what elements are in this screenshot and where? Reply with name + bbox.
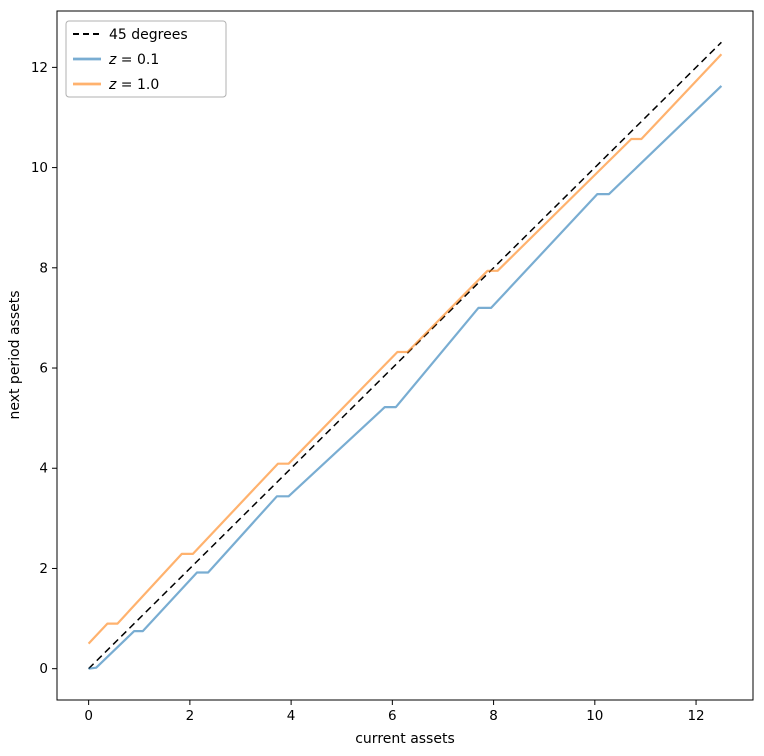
- y-tick-label: 0: [39, 661, 48, 677]
- series-line-45-degrees: [88, 41, 722, 670]
- x-tick-label: 8: [489, 708, 498, 724]
- legend-label: z = 0.1: [108, 52, 159, 68]
- x-axis-ticks: 0 2 4 6 8 10 12: [84, 700, 705, 724]
- y-tick-label: 8: [39, 260, 48, 276]
- x-tick-label: 4: [287, 708, 296, 724]
- y-tick-label: 4: [39, 461, 48, 477]
- y-tick-label: 6: [39, 361, 48, 377]
- y-axis-ticks: 0 2 4 6 8 10 12: [31, 60, 57, 677]
- x-axis-label: current assets: [355, 731, 455, 747]
- legend-box: [65, 20, 227, 98]
- x-tick-label: 2: [186, 708, 195, 724]
- series-line-z-1.0: [87, 53, 723, 645]
- x-tick-label: 0: [84, 708, 93, 724]
- legend: 45 degrees z = 0.1 z = 1.0: [65, 20, 227, 98]
- x-tick-label: 10: [586, 708, 603, 724]
- legend-label: z = 1.0: [108, 77, 159, 93]
- y-tick-label: 10: [31, 160, 48, 176]
- legend-label: 45 degrees: [109, 27, 188, 43]
- y-tick-label: 12: [31, 60, 48, 76]
- y-tick-label: 2: [39, 561, 48, 577]
- series-lines: [87, 41, 723, 670]
- series-line-z-0.1: [88, 85, 723, 670]
- x-tick-label: 6: [388, 708, 397, 724]
- x-tick-label: 12: [687, 708, 704, 724]
- y-axis-label: next period assets: [7, 290, 23, 419]
